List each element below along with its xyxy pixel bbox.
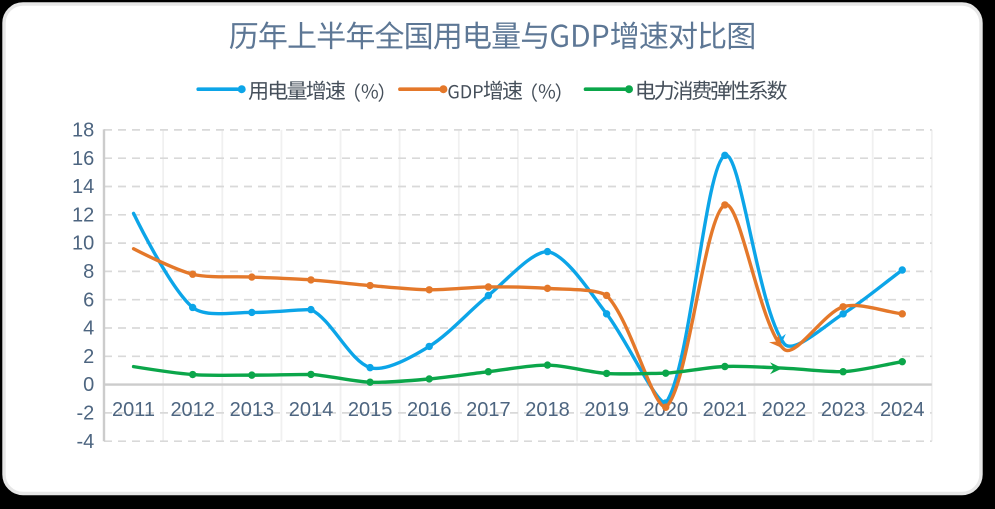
- svg-text:6: 6: [83, 289, 94, 311]
- svg-text:-4: -4: [77, 431, 95, 453]
- svg-text:8: 8: [83, 261, 94, 283]
- svg-text:2021: 2021: [703, 399, 748, 421]
- svg-text:-2: -2: [77, 403, 95, 425]
- svg-text:2013: 2013: [230, 399, 275, 421]
- svg-text:2018: 2018: [525, 399, 570, 421]
- svg-text:2: 2: [83, 346, 94, 368]
- svg-text:2017: 2017: [466, 399, 511, 421]
- svg-text:12: 12: [72, 204, 94, 226]
- svg-text:14: 14: [72, 176, 94, 198]
- svg-text:16: 16: [72, 148, 94, 170]
- svg-text:2011: 2011: [112, 399, 155, 421]
- svg-text:18: 18: [72, 120, 94, 142]
- svg-text:10: 10: [72, 233, 94, 255]
- svg-text:2016: 2016: [407, 399, 452, 421]
- svg-text:2024: 2024: [880, 399, 925, 421]
- svg-text:2022: 2022: [762, 399, 807, 421]
- svg-text:2023: 2023: [821, 399, 866, 421]
- svg-text:0: 0: [83, 374, 94, 396]
- svg-text:2019: 2019: [584, 399, 629, 421]
- svg-text:2015: 2015: [348, 399, 393, 421]
- svg-text:2012: 2012: [170, 399, 215, 421]
- svg-text:2014: 2014: [289, 399, 334, 421]
- svg-text:4: 4: [83, 318, 94, 340]
